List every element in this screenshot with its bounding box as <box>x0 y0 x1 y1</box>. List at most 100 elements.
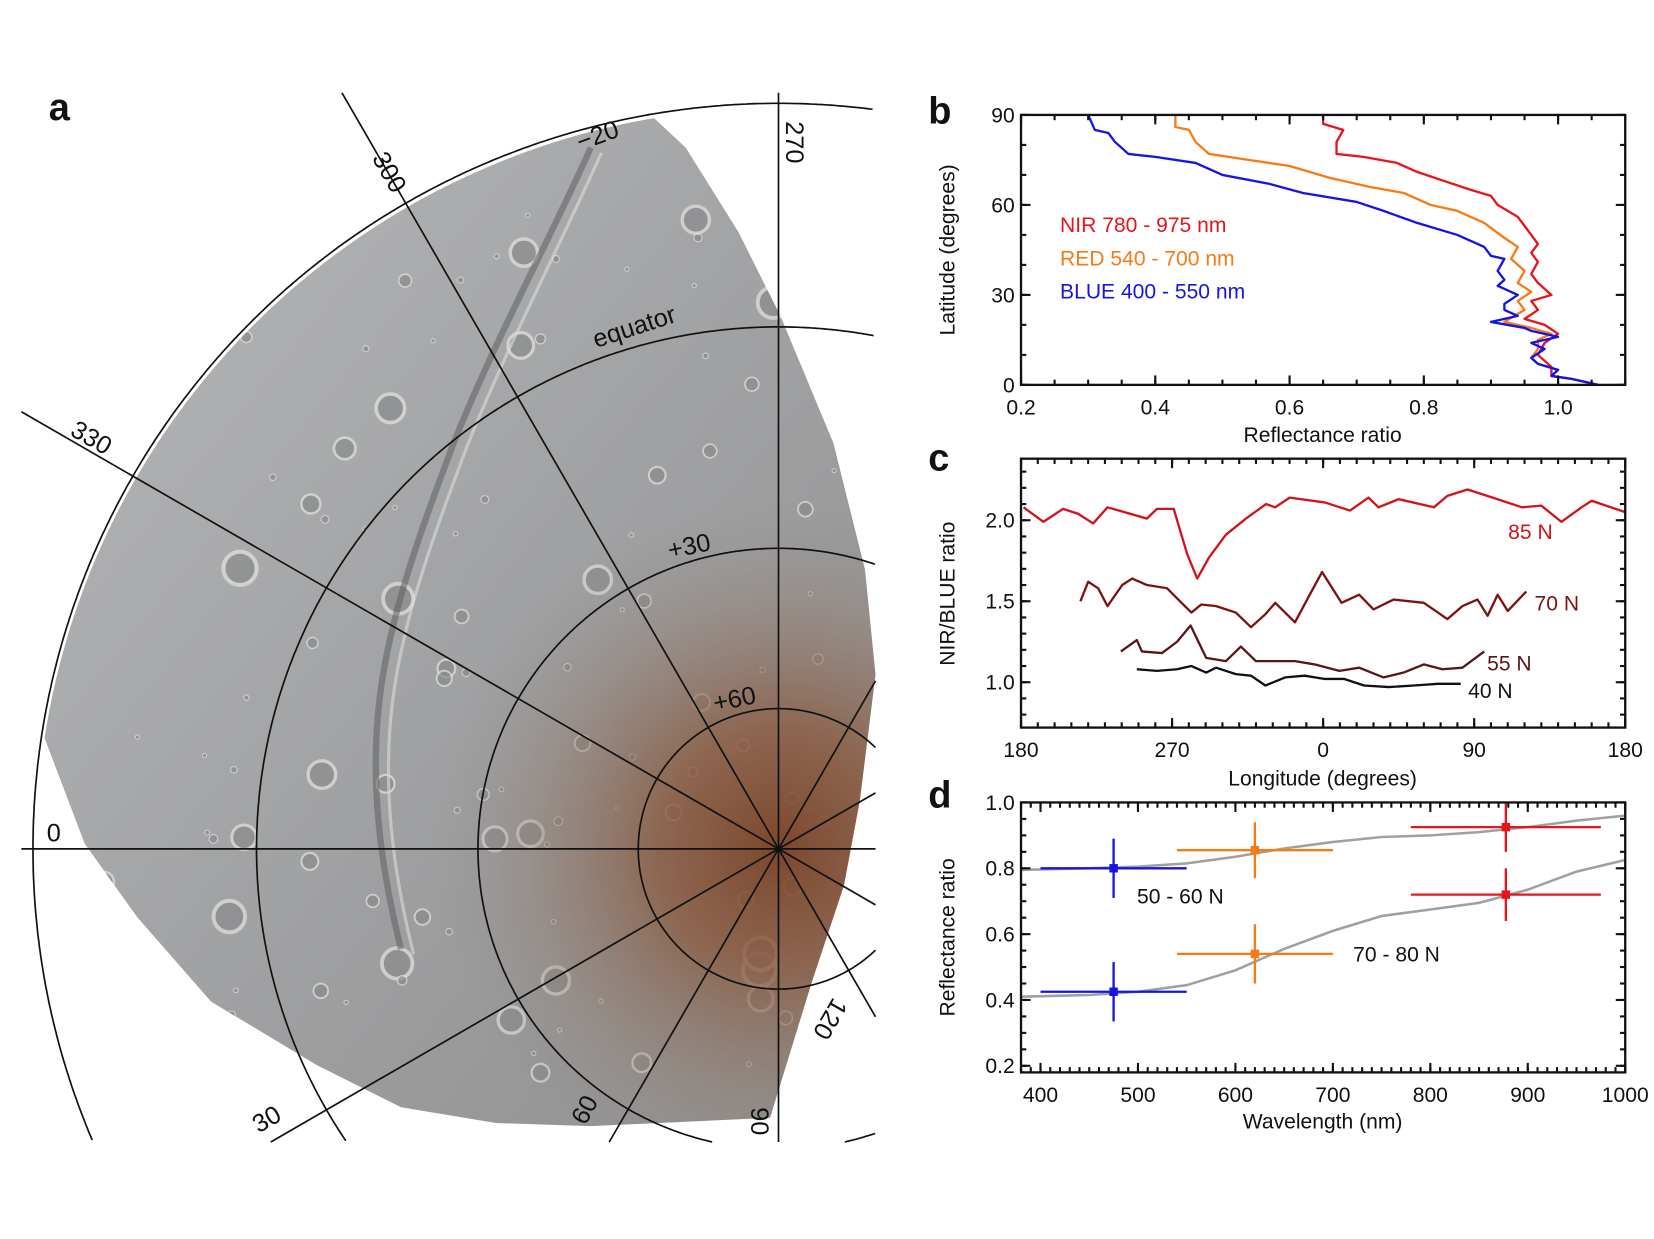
y-tick-label: 90 <box>991 104 1014 127</box>
series-line-red <box>1174 114 1599 387</box>
series-label-55n: 55 N <box>1487 653 1532 676</box>
map-label-8: 30 <box>248 1100 286 1138</box>
x-tick-label: 400 <box>1023 1084 1058 1107</box>
data-point <box>1109 864 1118 873</box>
data-point <box>1501 890 1511 899</box>
y-tick-label: 2.0 <box>985 510 1014 533</box>
panel-c-chart: c Longitude (degrees) NIR/BLUE ratio 85 … <box>928 437 1643 790</box>
series-line-nir <box>1321 114 1599 387</box>
crater <box>295 118 301 123</box>
map-graticule <box>20 92 877 1143</box>
x-tick-label: 0.2 <box>1006 396 1035 419</box>
crater <box>48 359 54 365</box>
crater <box>84 381 96 393</box>
x-tick-label: 0.4 <box>1141 396 1171 419</box>
panel-letter-b: b <box>928 90 951 132</box>
crater <box>810 1059 816 1066</box>
y-tick-label: 0.8 <box>985 858 1014 881</box>
y-tick-label: 60 <box>991 194 1014 217</box>
series-label-70n: 70 N <box>1535 593 1580 616</box>
map-label-10: 90 <box>745 1107 773 1135</box>
crater <box>787 118 793 120</box>
crater <box>424 118 455 134</box>
panel-d-chart: d Wavelength (nm) Reflectance ratio 50 -… <box>928 775 1648 1134</box>
panel-d-xlabel: Wavelength (nm) <box>1243 1110 1403 1133</box>
crater <box>276 1074 315 1112</box>
y-tick-label: 0.6 <box>985 924 1014 947</box>
crater <box>751 227 758 234</box>
x-tick-label: 1.0 <box>1543 396 1572 419</box>
crater <box>58 407 69 418</box>
x-tick-label: 600 <box>1218 1084 1253 1107</box>
meridian-line <box>778 848 876 906</box>
meridian-line <box>270 848 779 1143</box>
panel-letter-a: a <box>49 87 71 129</box>
series-label-40n: 40 N <box>1468 680 1513 703</box>
panel-c-xlabel: Longitude (degrees) <box>1228 768 1417 791</box>
series-line-85n <box>1022 488 1626 580</box>
crater <box>743 214 767 238</box>
y-tick-label: 0.4 <box>985 989 1015 1012</box>
series-line-55n <box>1120 624 1485 679</box>
x-tick-label: 0.6 <box>1275 396 1304 419</box>
crater <box>177 190 184 197</box>
panel-letter-c: c <box>928 437 949 479</box>
x-tick-label: 270 <box>1154 739 1189 762</box>
y-tick-label: 0 <box>1003 374 1015 397</box>
crater <box>72 202 86 216</box>
series-line-70n <box>1079 570 1528 629</box>
series-label-85n: 85 N <box>1508 521 1553 544</box>
meridian-line <box>608 848 780 1143</box>
meridian-line <box>778 792 876 850</box>
crater <box>217 317 229 329</box>
crater <box>768 284 775 291</box>
y-tick-label: 0.2 <box>985 1055 1014 1078</box>
y-tick-label: 1.5 <box>985 591 1014 614</box>
y-tick-label: 1.0 <box>985 672 1014 695</box>
x-tick-label: 0.8 <box>1409 396 1438 419</box>
x-tick-label: 800 <box>1413 1084 1448 1107</box>
panel-b-chart: b Reflectance ratio Latitude (degrees) N… <box>928 90 1627 447</box>
map-label-11: 120 <box>807 993 852 1044</box>
crater <box>102 516 109 522</box>
legend-nir: NIR 780 - 975 nm <box>1060 214 1226 237</box>
crater <box>76 870 94 887</box>
crater <box>127 197 133 203</box>
crater <box>811 131 831 151</box>
legend-red: RED 540 - 700 nm <box>1060 248 1235 271</box>
data-point <box>1250 949 1260 959</box>
crater <box>129 1024 135 1030</box>
crater <box>375 203 382 210</box>
x-tick-label: 900 <box>1510 1084 1545 1107</box>
crater <box>88 359 122 392</box>
crater <box>199 141 208 150</box>
meridian-line <box>777 848 877 1018</box>
latitude-circle <box>477 547 876 1143</box>
crater <box>69 248 76 254</box>
spectrum-curve <box>1020 814 1626 872</box>
group-label-70-80n: 70 - 80 N <box>1353 944 1440 967</box>
map-label-0: 300 <box>366 147 411 198</box>
panel-letter-d: d <box>928 775 951 817</box>
x-tick-label: 90 <box>1462 739 1485 762</box>
panel-b-xlabel: Reflectance ratio <box>1244 424 1402 447</box>
crater <box>143 308 159 324</box>
polar-red-region <box>44 118 876 1127</box>
map-label-7: 0 <box>47 819 61 847</box>
spectrum-curve <box>1020 858 1626 998</box>
panel-c-ylabel: NIR/BLUE ratio <box>937 522 960 666</box>
series-line-blue <box>1087 114 1599 387</box>
crater <box>102 1100 109 1107</box>
x-tick-label: 180 <box>1608 739 1643 762</box>
crater <box>44 1025 46 1032</box>
meridian-line <box>777 680 877 850</box>
series-line-40n <box>1136 664 1461 689</box>
panel-b-ylabel: Latitude (degrees) <box>937 164 960 335</box>
latitude-circle <box>32 102 873 1141</box>
meridian-line <box>20 411 779 850</box>
group-label-50-60n: 50 - 60 N <box>1137 886 1224 909</box>
crater <box>116 1012 138 1035</box>
y-tick-label: 1.0 <box>985 792 1014 815</box>
map-surface <box>44 118 876 1127</box>
